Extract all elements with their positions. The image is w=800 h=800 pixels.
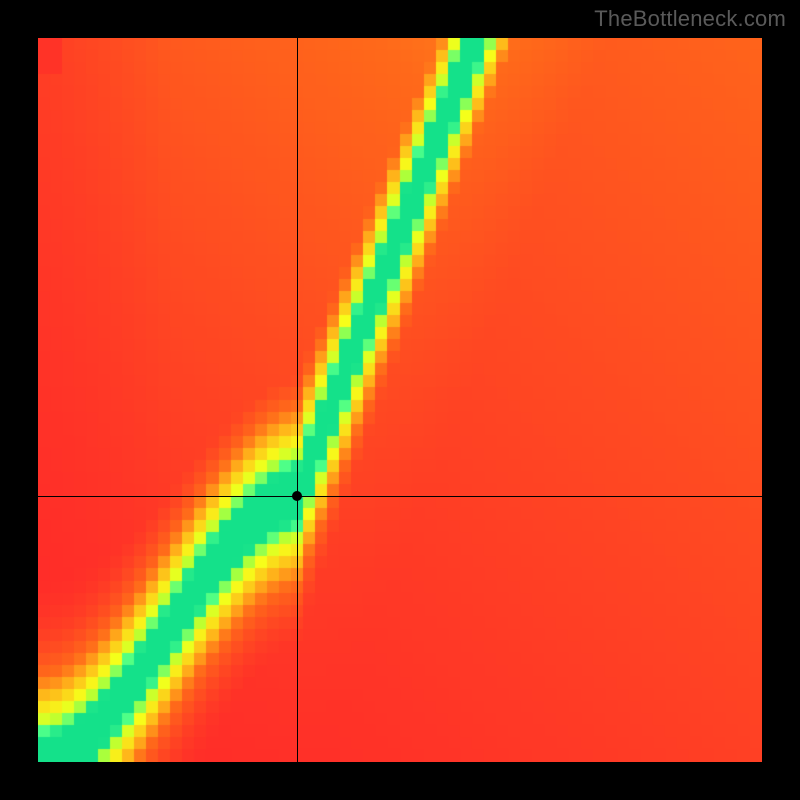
plot-frame bbox=[38, 38, 762, 762]
heatmap-canvas bbox=[38, 38, 762, 762]
figure-container: TheBottleneck.com bbox=[0, 0, 800, 800]
watermark-text: TheBottleneck.com bbox=[594, 6, 786, 32]
crosshair-vertical bbox=[297, 38, 298, 762]
crosshair-horizontal bbox=[38, 496, 762, 497]
marker-dot bbox=[292, 491, 302, 501]
